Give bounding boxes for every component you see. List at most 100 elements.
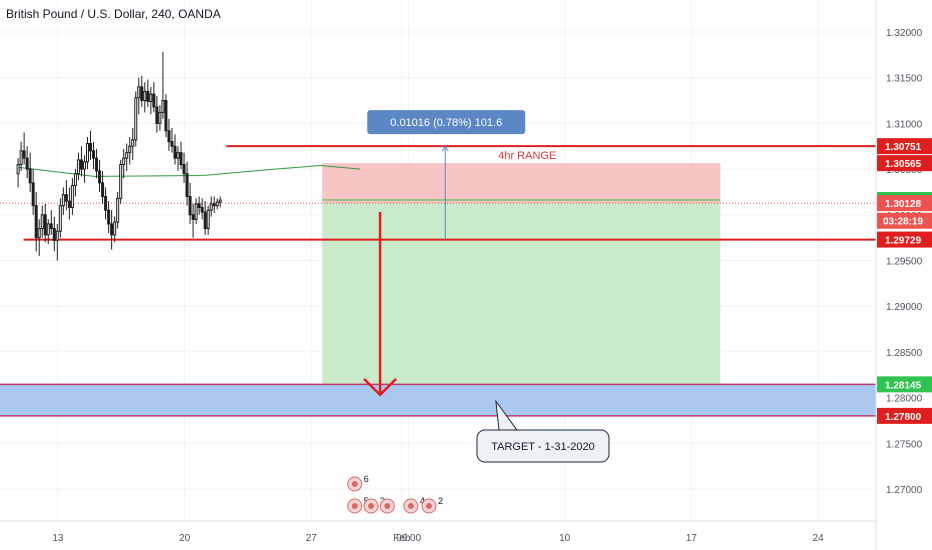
candle-body	[188, 196, 192, 216]
price-tick-label: 1.31000	[886, 119, 923, 130]
candle-body	[209, 203, 213, 211]
candle-body	[137, 86, 141, 99]
candle-body	[52, 228, 56, 241]
candle-body	[19, 150, 23, 166]
price-axis[interactable]: 1.320001.315001.310001.305001.300001.295…	[875, 0, 932, 550]
callout-box	[476, 429, 610, 463]
event-flag-dot	[351, 481, 358, 487]
candle-body	[158, 111, 162, 124]
candle-body	[164, 100, 168, 132]
candle-body	[170, 141, 174, 147]
event-flag-dot	[425, 503, 432, 509]
price-tag: 1.29729	[877, 231, 932, 248]
candle-body	[92, 150, 96, 159]
levels-layer	[0, 145, 876, 241]
candle-body	[79, 159, 83, 170]
candle-body	[73, 173, 77, 187]
candle-body	[218, 199, 222, 203]
measure-label: 0.01016 (0.78%) 101.6	[390, 117, 502, 129]
candle-body	[179, 152, 183, 166]
time-tick-label: 20	[179, 533, 191, 544]
candle-body	[34, 205, 38, 239]
candle-body	[182, 164, 186, 175]
candle-body	[161, 100, 165, 113]
candle-body	[215, 201, 219, 207]
event-count: 4	[420, 496, 425, 506]
stop-loss-zone	[322, 163, 721, 204]
price-tag-label: 1.30565	[885, 159, 922, 170]
candle-body	[58, 205, 62, 232]
price-tag: 1.28145	[877, 376, 932, 393]
countdown-label: 03:28:19	[883, 217, 923, 228]
event-flag-dot	[368, 503, 375, 509]
candle-body	[131, 139, 135, 147]
price-tag-label: 1.27800	[885, 412, 922, 423]
candle-body	[134, 97, 138, 141]
candle-body	[185, 173, 189, 198]
candle-body	[167, 130, 171, 143]
candle-body	[119, 164, 123, 199]
candle-body	[212, 203, 216, 207]
candle-body	[76, 159, 80, 175]
candle-body	[104, 196, 108, 211]
measure-box	[367, 110, 526, 135]
price-tick-label: 1.28000	[886, 394, 923, 405]
candle-body	[89, 143, 93, 152]
price-tick-label: 1.29000	[886, 302, 923, 313]
events-layer: 65342	[347, 474, 443, 514]
price-tick-label: 1.31500	[886, 74, 923, 85]
candle-body	[95, 157, 99, 172]
candle-body	[16, 164, 20, 175]
time-tick-label: 17	[686, 533, 698, 544]
candle-body	[64, 194, 68, 202]
event-count: 6	[364, 474, 369, 484]
candle-body	[146, 90, 150, 102]
candle-body	[122, 157, 126, 166]
candle-body	[203, 211, 207, 230]
price-tag-label: 1.30128	[885, 199, 922, 210]
candle-body	[149, 93, 153, 102]
price-tick-label: 1.32000	[886, 28, 923, 39]
price-tag-bg	[877, 195, 932, 212]
price-tick-label: 1.29500	[886, 257, 923, 268]
time-tick-label: 24	[813, 533, 825, 544]
candle-body	[37, 228, 41, 239]
candle-body	[173, 145, 177, 159]
candle-body	[194, 203, 198, 220]
time-tick-label: 09:00	[396, 533, 421, 544]
measure-arrowhead	[441, 145, 449, 152]
event-flag-dot	[351, 503, 358, 509]
price-tag-bg	[877, 231, 932, 248]
candle-body	[25, 157, 29, 170]
drawings-layer: 0.01016 (0.78%) 101.6 TARGET - 1-31-2020	[363, 110, 610, 463]
candle-body	[113, 221, 117, 236]
candle-body	[197, 203, 201, 208]
candle-body	[206, 209, 210, 230]
target-zone	[0, 384, 876, 416]
candle-body	[82, 161, 86, 170]
candle-body	[22, 150, 26, 159]
candle-body	[55, 230, 59, 241]
candle-body	[98, 170, 102, 184]
candle-body	[128, 145, 132, 154]
price-tag-bg	[877, 155, 932, 172]
symbol-title: British Pound / U.S. Dollar, 240, OANDA	[6, 7, 221, 21]
candle-body	[70, 185, 74, 208]
time-tick-label: 10	[559, 533, 571, 544]
price-tag: 1.30751	[877, 138, 932, 155]
candle-body	[200, 206, 204, 213]
range-label: 4hr RANGE	[498, 150, 556, 162]
countdown-bg	[877, 212, 932, 229]
candle-body	[43, 214, 47, 236]
price-tag-bg	[877, 138, 932, 155]
price-tag: 1.27800	[877, 407, 932, 424]
zones-layer: 4hr RANGE	[0, 150, 876, 417]
candle-body	[143, 90, 147, 102]
candle-body	[61, 194, 65, 207]
price-tick-label: 1.27500	[886, 439, 923, 450]
price-tag-label: 1.29729	[885, 236, 922, 247]
price-tag: 1.30128	[877, 195, 932, 212]
candle-body	[67, 200, 71, 208]
